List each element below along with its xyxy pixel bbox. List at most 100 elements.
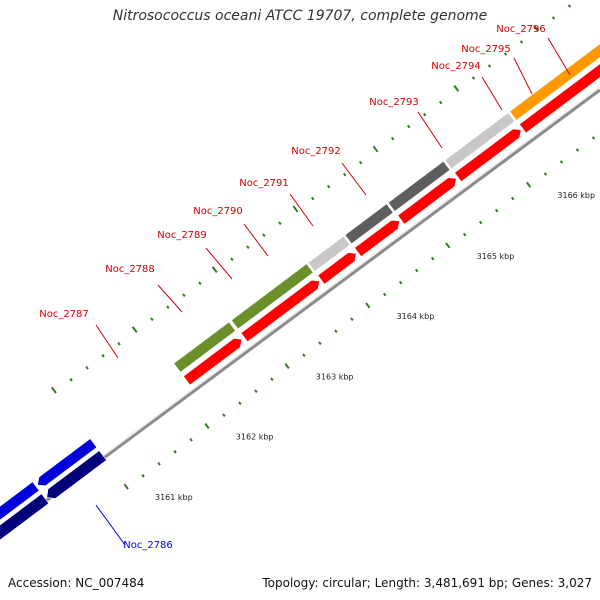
tick-mark xyxy=(173,450,177,454)
tick-mark xyxy=(510,196,515,201)
cog-category-bar[interactable] xyxy=(509,35,600,121)
cds-reverse-bar[interactable] xyxy=(0,493,50,547)
gene-label-leader-line xyxy=(417,111,443,149)
tick-mark xyxy=(262,233,266,237)
tick-mark xyxy=(358,160,363,165)
gene-label[interactable]: Noc_2790 xyxy=(193,206,243,217)
tick-mark xyxy=(525,181,532,188)
kbp-tick-group: 3165 kbp xyxy=(372,100,515,261)
cds-forward-bar[interactable] xyxy=(518,51,600,134)
tick-mark xyxy=(478,220,483,225)
gene-label-group[interactable]: Noc_2787 xyxy=(39,309,119,359)
cog-category-bar[interactable] xyxy=(307,235,351,272)
cds-forward-bar[interactable] xyxy=(354,219,400,258)
tick-mark xyxy=(551,16,556,20)
genome-summary-text: Topology: circular; Length: 3,481,691 bp… xyxy=(262,576,592,590)
cog-category-bar[interactable] xyxy=(387,160,451,212)
tick-mark xyxy=(365,302,371,309)
kbp-tick-label: 3161 kbp xyxy=(155,493,193,502)
tick-mark xyxy=(390,136,395,141)
gene-label[interactable]: Noc_2794 xyxy=(431,61,481,72)
tick-mark xyxy=(150,317,154,321)
gene-label-leader-line xyxy=(513,57,533,95)
gene-label-leader-line xyxy=(547,37,571,76)
tick-mark xyxy=(50,386,57,394)
tick-mark xyxy=(292,205,299,213)
kbp-tick-label: 3163 kbp xyxy=(316,372,354,381)
tick-mark xyxy=(382,292,387,297)
tick-mark xyxy=(238,401,242,405)
cog-category-bar[interactable] xyxy=(173,321,237,373)
gene-label-leader-line xyxy=(481,76,503,111)
gene-label[interactable]: Noc_2795 xyxy=(461,44,511,55)
tick-mark xyxy=(430,256,435,261)
gene-label-group[interactable]: Noc_2791 xyxy=(239,178,314,227)
tick-mark xyxy=(157,462,161,466)
tick-mark xyxy=(211,266,218,273)
cog-category-bar[interactable] xyxy=(444,112,516,170)
kbp-tick-group: 3167 kbp xyxy=(533,4,572,32)
gene-label-group[interactable]: Noc_2793 xyxy=(369,97,443,149)
tick-mark xyxy=(284,363,290,369)
tick-mark xyxy=(591,136,596,140)
tick-mark xyxy=(85,366,89,370)
gene-label-leader-line xyxy=(341,162,367,196)
cds-reverse-bar[interactable] xyxy=(0,481,40,534)
label-layer: Noc_2786 Noc_2787 Noc_2788 Noc_2789 Noc_2790… xyxy=(39,24,571,551)
gene-label-group[interactable]: Noc_2792 xyxy=(291,146,367,196)
tick-mark xyxy=(198,281,202,285)
feature-layer xyxy=(0,35,600,547)
kbp-tick-group: 3161 kbp xyxy=(50,342,193,502)
cds-reverse-bar[interactable] xyxy=(46,450,107,499)
gene-label[interactable]: Noc_2789 xyxy=(157,230,207,241)
gene-label-group[interactable]: Noc_2788 xyxy=(105,264,183,313)
tick-mark xyxy=(334,329,338,333)
tick-mark xyxy=(131,326,138,333)
tick-mark xyxy=(453,85,460,92)
cog-category-bar[interactable] xyxy=(230,263,314,330)
gene-label-group[interactable]: Noc_2790 xyxy=(193,206,269,257)
kbp-tick-group: 3166 kbp xyxy=(453,40,596,200)
gene-label[interactable]: Noc_2793 xyxy=(369,97,419,108)
tick-mark xyxy=(406,124,411,129)
gene-label-group[interactable]: Noc_2786 xyxy=(95,504,173,551)
kbp-tick-group: 3162 kbp xyxy=(131,281,274,441)
cog-category-bar[interactable] xyxy=(344,203,394,245)
gene-label[interactable]: Noc_2796 xyxy=(496,24,546,35)
gene-label-group[interactable]: Noc_2796 xyxy=(496,24,571,76)
gene-label-group[interactable]: Noc_2795 xyxy=(461,44,533,95)
tick-mark xyxy=(117,342,121,346)
gene-label[interactable]: Noc_2788 xyxy=(105,264,155,275)
tick-mark xyxy=(519,40,524,44)
gene-label-group[interactable]: Noc_2794 xyxy=(431,61,503,111)
cds-forward-bar[interactable] xyxy=(397,177,457,225)
tick-mark xyxy=(559,160,564,164)
tick-mark xyxy=(278,221,282,225)
cds-forward-bar[interactable] xyxy=(317,252,357,285)
tick-mark xyxy=(575,148,580,152)
tick-mark xyxy=(398,280,403,285)
tick-mark xyxy=(254,389,258,393)
tick-mark xyxy=(230,257,234,261)
tick-mark xyxy=(422,112,427,117)
cds-reverse-bar[interactable] xyxy=(37,438,98,487)
gene-label-group[interactable]: Noc_2789 xyxy=(157,230,233,280)
tick-mark xyxy=(222,413,226,417)
gene-label-leader-line xyxy=(95,324,119,359)
tick-mark xyxy=(342,172,347,177)
tick-mark xyxy=(302,353,306,357)
gene-label[interactable]: Noc_2787 xyxy=(39,309,89,320)
tick-mark xyxy=(141,474,145,478)
tick-mark xyxy=(318,341,322,345)
gene-label[interactable]: Noc_2786 xyxy=(123,540,173,551)
cds-forward-bar[interactable] xyxy=(182,338,243,386)
gene-label[interactable]: Noc_2792 xyxy=(291,146,341,157)
gene-label[interactable]: Noc_2791 xyxy=(239,178,289,189)
tick-mark xyxy=(567,4,572,8)
kbp-tick-label: 3165 kbp xyxy=(477,252,515,261)
tick-mark xyxy=(445,242,451,249)
cds-forward-bar[interactable] xyxy=(454,128,522,183)
cds-forward-bar[interactable] xyxy=(240,279,320,343)
gene-label-leader-line xyxy=(157,284,183,313)
